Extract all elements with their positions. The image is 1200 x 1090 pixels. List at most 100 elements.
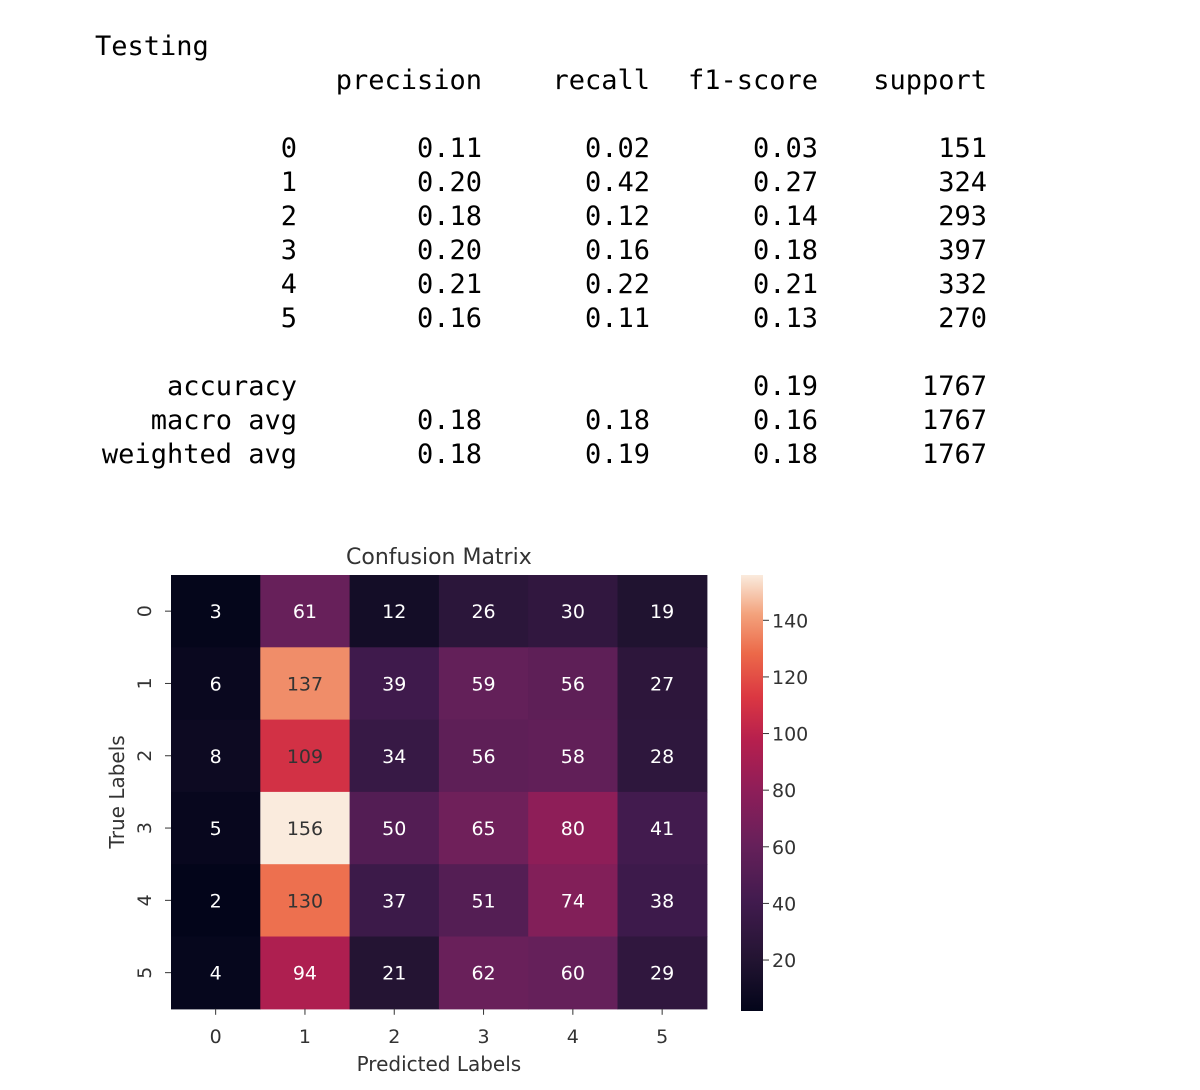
report-recall: 0.12 bbox=[584, 201, 650, 232]
heatmap-cell-label: 39 bbox=[382, 673, 406, 695]
report-f1: 0.27 bbox=[752, 167, 818, 198]
report-precision: 0.21 bbox=[416, 269, 482, 300]
report-recall: 0.02 bbox=[584, 133, 650, 164]
heatmap-cell-label: 38 bbox=[650, 890, 674, 912]
heatmap-cell bbox=[171, 864, 261, 938]
y-axis-label: True Labels bbox=[105, 735, 129, 849]
heatmap-cell bbox=[349, 647, 440, 721]
y-tick-label: 1 bbox=[134, 677, 156, 689]
heatmap-cell-label: 12 bbox=[382, 601, 406, 623]
report-recall: 0.11 bbox=[584, 303, 650, 334]
colorbar-tick-label: 40 bbox=[772, 893, 796, 915]
heatmap-cell-label: 8 bbox=[210, 746, 222, 768]
x-tick-label: 1 bbox=[299, 1026, 311, 1048]
report-precision: 0.11 bbox=[416, 133, 482, 164]
report-support: 332 bbox=[938, 269, 987, 300]
y-tick-label: 4 bbox=[134, 894, 156, 906]
heatmap-cell bbox=[438, 791, 529, 865]
report-recall: 0.16 bbox=[584, 235, 650, 266]
report-f1: 0.21 bbox=[752, 269, 818, 300]
heatmap-cell bbox=[171, 647, 261, 721]
report-support: 1767 bbox=[921, 405, 987, 436]
colorbar-tick-label: 60 bbox=[772, 837, 796, 859]
heatmap-cell bbox=[528, 864, 619, 938]
heatmap-cell bbox=[349, 575, 440, 648]
report-support: 397 bbox=[938, 235, 987, 266]
report-column-header: recall bbox=[552, 65, 650, 96]
report-precision: 0.18 bbox=[416, 439, 482, 470]
report-f1: 0.18 bbox=[752, 439, 818, 470]
heatmap-cell-label: 137 bbox=[287, 673, 323, 695]
report-precision: 0.20 bbox=[416, 235, 482, 266]
report-precision: 0.20 bbox=[416, 167, 482, 198]
heatmap-cell-label: 21 bbox=[382, 963, 406, 985]
report-recall: 0.19 bbox=[584, 439, 650, 470]
heatmap-cell-label: 19 bbox=[650, 601, 674, 623]
report-recall: 0.22 bbox=[584, 269, 650, 300]
heatmap-cell bbox=[438, 936, 529, 1010]
heatmap-cell bbox=[260, 864, 351, 938]
x-tick-label: 2 bbox=[388, 1026, 400, 1048]
heatmap-cell bbox=[617, 791, 708, 865]
report-column-header: precision bbox=[335, 65, 482, 96]
heatmap-cell bbox=[349, 936, 440, 1010]
heatmap-cell-label: 6 bbox=[210, 673, 222, 695]
heatmap-cell-label: 94 bbox=[293, 963, 317, 985]
heatmap-cell bbox=[260, 719, 351, 793]
report-row-label: 5 bbox=[280, 303, 297, 334]
heatmap-cell-label: 4 bbox=[210, 963, 222, 985]
report-support: 1767 bbox=[921, 371, 987, 402]
heatmap-cell-label: 109 bbox=[287, 746, 323, 768]
colorbar-tick-label: 140 bbox=[772, 610, 808, 632]
heatmap-cell bbox=[171, 936, 261, 1010]
heatmap-cell bbox=[349, 719, 440, 793]
heatmap-cell bbox=[528, 936, 619, 1010]
heatmap-cell-label: 3 bbox=[210, 601, 222, 623]
heatmap-cell bbox=[528, 719, 619, 793]
heatmap-cell bbox=[617, 936, 708, 1010]
heatmap-cell bbox=[349, 864, 440, 938]
heatmap-cell-label: 56 bbox=[471, 746, 495, 768]
heatmap-cell-label: 62 bbox=[471, 963, 495, 985]
report-support: 1767 bbox=[921, 439, 987, 470]
heatmap-cell bbox=[349, 791, 440, 865]
y-tick-label: 0 bbox=[134, 605, 156, 617]
x-axis-label: Predicted Labels bbox=[357, 1052, 522, 1076]
colorbar-tick-label: 80 bbox=[772, 780, 796, 802]
heatmap-cell-label: 30 bbox=[561, 601, 585, 623]
heatmap-cell bbox=[438, 864, 529, 938]
report-support: 151 bbox=[938, 133, 987, 164]
report-column-header: support bbox=[873, 65, 987, 96]
heatmap-cell bbox=[617, 719, 708, 793]
heatmap-cell-label: 37 bbox=[382, 890, 406, 912]
heatmap-cell-label: 2 bbox=[210, 890, 222, 912]
report-summary-label: macro avg bbox=[150, 405, 297, 436]
report-summary-label: weighted avg bbox=[101, 439, 297, 470]
heatmap-cell-label: 60 bbox=[561, 963, 585, 985]
x-tick-label: 3 bbox=[478, 1026, 490, 1048]
heatmap-cell-label: 41 bbox=[650, 818, 674, 840]
y-tick-label: 5 bbox=[134, 967, 156, 979]
report-recall: 0.42 bbox=[584, 167, 650, 198]
report-precision: 0.18 bbox=[416, 405, 482, 436]
report-f1: 0.14 bbox=[752, 201, 818, 232]
report-row-label: 0 bbox=[280, 133, 297, 164]
heatmap-cell bbox=[617, 864, 708, 938]
x-tick-label: 5 bbox=[656, 1026, 668, 1048]
colorbar-tick-label: 120 bbox=[772, 667, 808, 689]
heatmap-cell bbox=[171, 719, 261, 793]
report-row-label: 2 bbox=[280, 201, 297, 232]
colorbar-tick-label: 100 bbox=[772, 724, 808, 746]
heatmap-cell bbox=[260, 647, 351, 721]
heatmap-cell bbox=[528, 647, 619, 721]
report-precision: 0.18 bbox=[416, 201, 482, 232]
report-row-label: 4 bbox=[280, 269, 297, 300]
report-support: 293 bbox=[938, 201, 987, 232]
heatmap-cell-label: 74 bbox=[561, 890, 585, 912]
report-summary-label: accuracy bbox=[166, 371, 297, 402]
heatmap-cell-label: 5 bbox=[210, 818, 222, 840]
report-f1: 0.03 bbox=[752, 133, 818, 164]
heatmap-cell-label: 65 bbox=[471, 818, 495, 840]
heatmap-cell bbox=[438, 647, 529, 721]
